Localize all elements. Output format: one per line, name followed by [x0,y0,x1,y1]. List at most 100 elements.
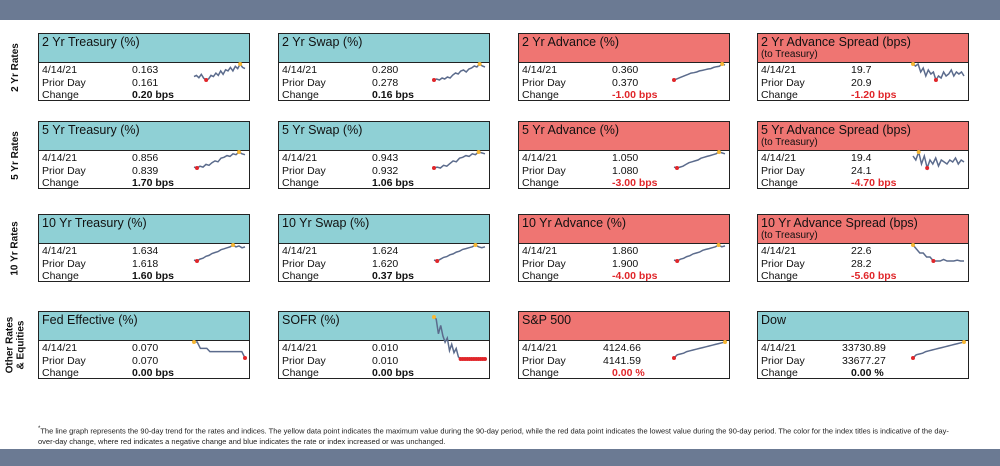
min-point [931,259,936,263]
prior-day-label: Prior Day [761,355,805,367]
card-title: 10 Yr Advance Spread (bps) (to Treasury) [758,215,968,244]
trend-line [673,151,726,169]
change-label: Change [42,89,79,101]
current-value: 0.360 [612,64,639,76]
prior-day-label: Prior Day [522,355,566,367]
row-label-2: 10 Yr Rates [0,214,30,282]
max-point [432,315,436,319]
change-value: 0.37 bps [372,270,415,282]
card-title-text: S&P 500 [522,313,572,327]
prior-value: 0.278 [372,77,399,89]
max-point [717,150,721,154]
prior-value: 24.1 [851,165,872,177]
card-title-text: 2 Yr Treasury (%) [42,35,140,49]
card-10-yr-swap: 10 Yr Swap (%) 4/14/21 1.624 Prior Day 1.620… [278,214,490,282]
card-2-yr-advance: 2 Yr Advance (%) 4/14/21 0.360 Prior Day 0.3… [518,33,730,101]
date-label: 4/14/21 [282,152,318,164]
change-value: 1.60 bps [132,270,175,282]
max-point [962,340,966,344]
card-title-text: 10 Yr Swap (%) [282,216,370,230]
trend-sparkline [911,243,964,263]
change-value: -1.00 bps [612,89,658,101]
trend-line [673,63,726,81]
card-title: 5 Yr Advance Spread (bps) (to Treasury) [758,122,968,151]
current-value: 1.860 [612,245,639,257]
card-title-text: SOFR (%) [282,313,340,327]
current-value: 33730.89 [842,342,886,354]
card-10-yr-treasury: 10 Yr Treasury (%) 4/14/21 1.634 Prior Day 1… [38,214,250,282]
trend-line [912,62,965,82]
date-label: 4/14/21 [282,245,318,257]
current-value: 0.856 [132,152,159,164]
card-10-yr-advance: 10 Yr Advance (%) 4/14/21 1.860 Prior Day 1.… [518,214,730,282]
card-title: 2 Yr Swap (%) [279,34,489,63]
min-point [432,166,436,170]
trend-line [193,244,246,262]
card-title-text: 5 Yr Swap (%) [282,123,363,137]
row-label-text: Other Rates & Equities [4,316,26,374]
min-point [933,78,938,82]
current-value: 19.4 [851,152,872,164]
current-value: 1.050 [612,152,639,164]
change-value: 0.00 bps [372,367,415,379]
min-point [675,166,679,170]
card-fed-effective: Fed Effective (%) 4/14/21 0.070 Prior Day 0.… [38,311,250,379]
min-point [195,259,199,263]
row-label-text: 10 Yr Rates [9,220,21,276]
card-2-yr-advance-spread-bps: 2 Yr Advance Spread (bps) (to Treasury) 4/… [757,33,969,101]
trend-sparkline [672,62,726,82]
current-value: 4124.66 [603,342,641,354]
change-value: -1.20 bps [851,89,897,101]
prior-day-label: Prior Day [761,77,805,89]
card-title: 2 Yr Advance (%) [519,34,729,63]
prior-day-label: Prior Day [522,258,566,270]
change-label: Change [761,367,798,379]
current-value: 19.7 [851,64,872,76]
current-value: 22.6 [851,245,872,257]
min-point [672,78,676,82]
prior-value: 0.010 [372,355,399,367]
card-5-yr-swap: 5 Yr Swap (%) 4/14/21 0.943 Prior Day 0.932 C… [278,121,490,189]
footnote: *The line graph represents the 90-day tr… [38,424,963,447]
card-title: Fed Effective (%) [39,312,249,341]
date-label: 4/14/21 [42,152,78,164]
change-label: Change [282,177,319,189]
row-label-text: 5 Yr Rates [9,130,21,180]
card-5-yr-advance-spread-bps: 5 Yr Advance Spread (bps) (to Treasury) 4/… [757,121,969,189]
change-value: 1.70 bps [132,177,175,189]
trend-sparkline [673,150,726,170]
card-title: Dow [758,312,968,341]
prior-value: 28.2 [851,258,872,270]
max-point [720,62,725,66]
min-point [925,166,930,170]
change-label: Change [522,367,559,379]
card-title-text: 2 Yr Advance (%) [522,35,620,49]
prior-day-label: Prior Day [42,258,86,270]
row-label-1: 5 Yr Rates [0,121,30,189]
card-title-text: 5 Yr Treasury (%) [42,123,140,137]
date-label: 4/14/21 [522,342,558,354]
prior-value: 0.070 [132,355,159,367]
trend-sparkline [432,315,487,361]
current-value: 1.634 [132,245,159,257]
card-title: 2 Yr Advance Spread (bps) (to Treasury) [758,34,968,63]
max-point [473,243,478,247]
card-title-text: Dow [761,313,787,327]
prior-value: 0.932 [372,165,399,177]
max-point [716,243,721,247]
card-title: 5 Yr Swap (%) [279,122,489,151]
prior-day-label: Prior Day [282,258,326,270]
change-label: Change [761,89,798,101]
current-value: 0.163 [132,64,159,76]
card-sandp-500: S&P 500 4/14/21 4124.66 Prior Day 4141.59 Cha… [518,311,730,379]
min-point [483,357,487,361]
max-point [916,150,921,154]
trend-line [433,151,486,169]
date-label: 4/14/21 [761,245,797,257]
card-title: 10 Yr Treasury (%) [39,215,249,244]
min-point [435,259,440,263]
date-label: 4/14/21 [761,152,797,164]
trend-line [433,316,485,360]
footnote-text: The line graph represents the 90-day tre… [38,426,949,446]
prior-day-label: Prior Day [42,355,86,367]
